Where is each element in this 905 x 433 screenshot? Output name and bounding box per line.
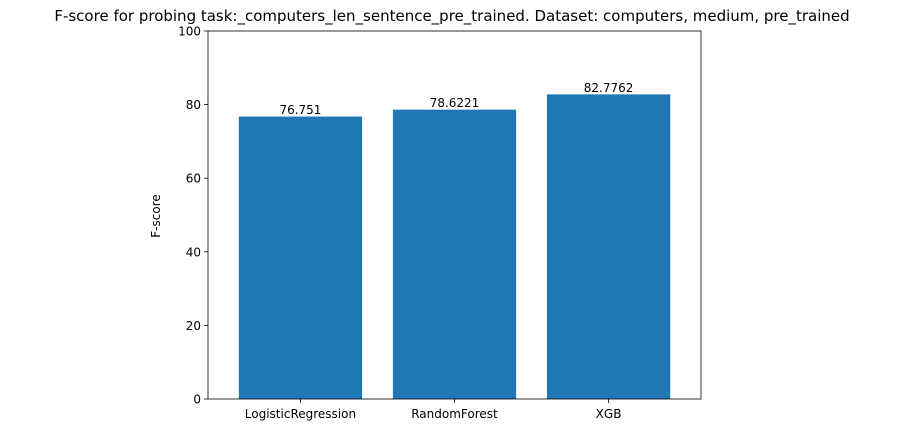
y-tick-label: 20	[186, 319, 201, 333]
plot-frame	[207, 30, 702, 400]
x-tick-label: LogisticRegression	[245, 407, 356, 421]
bar-xgb	[546, 94, 671, 400]
chart-title: F-score for probing task:_computers_len_…	[54, 7, 849, 26]
bars-group: 76.751 78.6221 82.7762	[238, 81, 671, 400]
x-tick-label: XGB	[596, 407, 622, 421]
y-axis-ticks: 0 20 40 60 80 100	[178, 25, 208, 407]
x-tick-label: RandomForest	[411, 407, 498, 421]
y-axis-label: F-score	[149, 194, 163, 237]
y-tick-label: 60	[186, 172, 201, 186]
y-tick-label: 40	[186, 245, 201, 259]
x-axis-ticks: LogisticRegression RandomForest XGB	[245, 399, 622, 421]
y-tick-label: 100	[178, 25, 201, 39]
bar-logisticregression	[238, 116, 363, 399]
bar-value-label: 82.7762	[584, 81, 634, 95]
bar-randomforest	[392, 109, 517, 400]
y-tick-label: 80	[186, 98, 201, 112]
bar-value-label: 78.6221	[430, 96, 480, 110]
y-tick-label: 0	[193, 393, 201, 407]
bar-value-label: 76.751	[279, 103, 321, 117]
